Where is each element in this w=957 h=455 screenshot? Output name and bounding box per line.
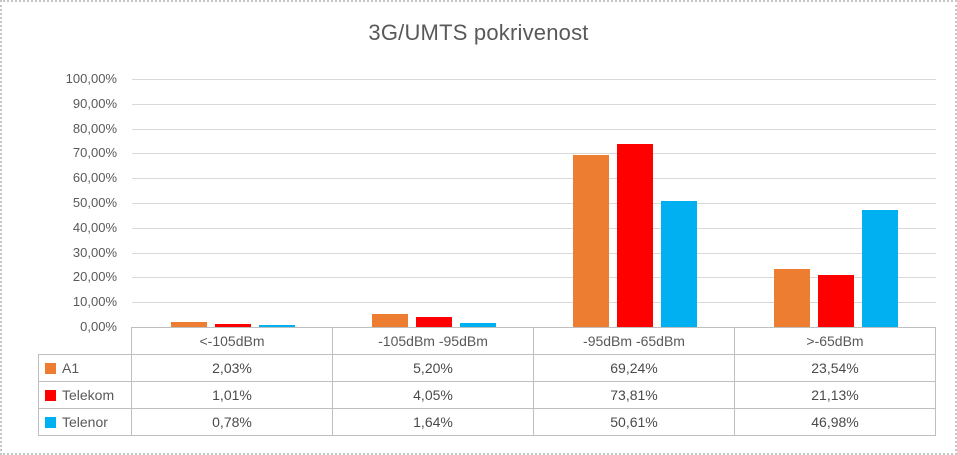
bar-telenor — [459, 323, 496, 327]
category-header-cell: -95dBm -65dBm — [533, 327, 735, 355]
gridline — [132, 203, 936, 204]
y-tick-label: 60,00% — [72, 170, 117, 185]
gridline — [132, 178, 936, 179]
gridline — [132, 302, 936, 303]
series-name-cell: Telenor — [38, 408, 132, 436]
series-name-cell: A1 — [38, 354, 132, 382]
bar-a1 — [170, 322, 207, 327]
plot-area — [132, 79, 936, 327]
gridline — [132, 104, 936, 105]
value-cell: 0,78% — [131, 408, 333, 436]
bar-a1 — [572, 155, 609, 327]
bar-telekom — [817, 275, 854, 327]
y-axis-labels: 100,00% 90,00% 80,00% 70,00% 60,00% 50,00% 40,… — [2, 2, 117, 453]
bar-group — [333, 79, 534, 327]
gridline — [132, 129, 936, 130]
legend-swatch-telekom — [45, 390, 56, 401]
table-row: A1 2,03% 5,20% 69,24% 23,54% — [38, 354, 936, 382]
gridline — [132, 153, 936, 154]
bar-telenor — [861, 210, 898, 327]
bar-group — [132, 79, 333, 327]
bar-telekom — [214, 324, 251, 327]
y-tick-label: 40,00% — [72, 220, 117, 235]
category-header-cell: >-65dBm — [734, 327, 936, 355]
gridline — [132, 228, 936, 229]
value-cell: 4,05% — [332, 381, 534, 409]
chart-title: 3G/UMTS pokrivenost — [368, 20, 589, 45]
bar-group — [735, 79, 936, 327]
table-row: Telekom 1,01% 4,05% 73,81% 21,13% — [38, 381, 936, 409]
y-tick-label: 30,00% — [72, 245, 117, 260]
table-row: Telenor 0,78% 1,64% 50,61% 46,98% — [38, 408, 936, 436]
value-cell: 50,61% — [533, 408, 735, 436]
bar-group — [534, 79, 735, 327]
y-tick-label: 70,00% — [72, 145, 117, 160]
data-table: <-105dBm -105dBm -95dBm -95dBm -65dBm >-65d… — [38, 327, 936, 436]
category-header-cell: -105dBm -95dBm — [332, 327, 534, 355]
y-tick-label: 20,00% — [72, 269, 117, 284]
category-header-cell: <-105dBm — [131, 327, 333, 355]
bar-telekom — [616, 144, 653, 327]
gridline — [132, 79, 936, 80]
y-tick-label: 90,00% — [72, 96, 117, 111]
y-tick-label: 0,00% — [80, 319, 117, 334]
value-cell: 73,81% — [533, 381, 735, 409]
legend-swatch-telenor — [45, 417, 56, 428]
table-corner-cell — [39, 328, 132, 355]
value-cell: 23,54% — [734, 354, 936, 382]
series-name-cell: Telekom — [38, 381, 132, 409]
value-cell: 21,13% — [734, 381, 936, 409]
bar-a1 — [773, 269, 810, 327]
bar-telekom — [415, 317, 452, 327]
value-cell: 5,20% — [332, 354, 534, 382]
bar-a1 — [371, 314, 408, 327]
value-cell: 2,03% — [131, 354, 333, 382]
y-tick-label: 100,00% — [65, 71, 117, 86]
value-cell: 1,64% — [332, 408, 534, 436]
value-cell: 69,24% — [533, 354, 735, 382]
value-cell: 46,98% — [734, 408, 936, 436]
y-tick-label: 50,00% — [72, 195, 117, 210]
value-cell: 1,01% — [131, 381, 333, 409]
y-tick-label: 80,00% — [72, 121, 117, 136]
legend-swatch-a1 — [45, 363, 56, 374]
bar-telenor — [258, 325, 295, 327]
gridline — [132, 277, 936, 278]
y-tick-label: 10,00% — [72, 294, 117, 309]
gridline — [132, 253, 936, 254]
bar-telenor — [660, 201, 697, 327]
